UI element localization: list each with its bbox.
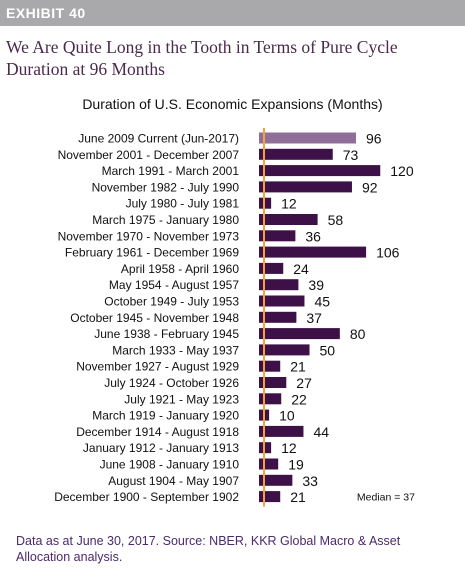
bar [259, 262, 284, 274]
value-label: 120 [390, 163, 414, 179]
category-label: July 1924 - October 1926 [104, 376, 239, 390]
category-label: January 1912 - January 1913 [83, 441, 239, 455]
bar [259, 393, 282, 405]
bar [259, 311, 297, 323]
value-label: 73 [343, 147, 359, 163]
value-label: 96 [366, 131, 382, 147]
category-label: October 1945 - November 1948 [70, 311, 239, 325]
value-label: 12 [281, 196, 297, 212]
bar [259, 132, 356, 144]
value-label: 10 [279, 408, 295, 424]
category-label: February 1961 - December 1969 [65, 246, 239, 260]
value-label: 36 [305, 228, 321, 244]
category-label: March 1933 - May 1937 [112, 343, 239, 357]
category-label: November 1982 - July 1990 [92, 180, 240, 194]
exhibit-label: EXHIBIT 40 [6, 5, 86, 21]
category-label: July 1980 - July 1981 [126, 197, 240, 211]
value-label: 44 [313, 424, 329, 440]
bar [259, 442, 272, 454]
bar [259, 360, 281, 372]
category-label: December 1914 - August 1918 [76, 425, 239, 439]
expansion-duration-chart: June 2009 Current (Jun-2017) 96 November 2… [54, 128, 415, 507]
value-label: 39 [308, 277, 324, 293]
category-label: August 1904 - May 1907 [108, 474, 239, 488]
category-label: April 1958 - April 1960 [121, 262, 239, 276]
value-label: 106 [376, 245, 400, 261]
value-label: 92 [362, 179, 378, 195]
headline: We Are Quite Long in the Tooth in Terms … [6, 37, 398, 79]
source-note: Data as at June 30, 2017. Source: NBER, … [16, 534, 401, 564]
category-label: November 1927 - August 1929 [76, 360, 239, 374]
category-label: March 1991 - March 2001 [102, 164, 240, 178]
bar [259, 377, 287, 388]
bar [259, 425, 304, 437]
chart-title: Duration of U.S. Economic Expansions (Mo… [82, 96, 383, 112]
bar [259, 165, 381, 177]
value-label: 45 [314, 294, 330, 310]
value-label: 12 [281, 440, 297, 456]
category-label: May 1954 - August 1957 [109, 278, 239, 292]
category-label: October 1949 - July 1953 [104, 295, 239, 309]
value-label: 33 [302, 473, 318, 489]
category-label: December 1900 - September 1902 [54, 490, 239, 504]
category-label: March 1919 - January 1920 [92, 409, 239, 423]
value-label: 19 [288, 457, 304, 473]
category-label: November 2001 - December 2007 [58, 148, 240, 162]
bar [259, 328, 340, 340]
value-label: 21 [290, 359, 306, 375]
value-label: 22 [291, 391, 307, 407]
category-label: March 1975 - January 1980 [92, 213, 239, 227]
bar [259, 148, 333, 160]
category-label: November 1970 - November 1973 [58, 229, 240, 243]
value-label: 80 [350, 326, 366, 342]
bar [259, 197, 272, 209]
value-label: 50 [320, 342, 336, 358]
bar [259, 230, 296, 242]
bar [259, 344, 310, 356]
bar [259, 279, 299, 291]
value-label: 24 [293, 261, 309, 277]
median-label: Median = 37 [357, 492, 415, 504]
category-label: June 1908 - January 1910 [100, 458, 240, 472]
category-label: July 1921 - May 1923 [124, 392, 239, 406]
category-label: June 2009 Current (Jun-2017) [78, 132, 239, 146]
value-label: 21 [290, 489, 306, 505]
bar [259, 181, 352, 193]
value-label: 27 [296, 375, 312, 391]
bar [259, 458, 279, 470]
bar [259, 214, 318, 225]
value-label: 37 [306, 310, 322, 326]
value-label: 58 [328, 212, 344, 228]
bar [259, 295, 305, 307]
exhibit-banner: EXHIBIT 40 [0, 0, 465, 26]
bar [259, 246, 367, 258]
bar [259, 474, 293, 486]
category-label: June 1938 - February 1945 [94, 327, 239, 341]
bar [259, 491, 281, 503]
